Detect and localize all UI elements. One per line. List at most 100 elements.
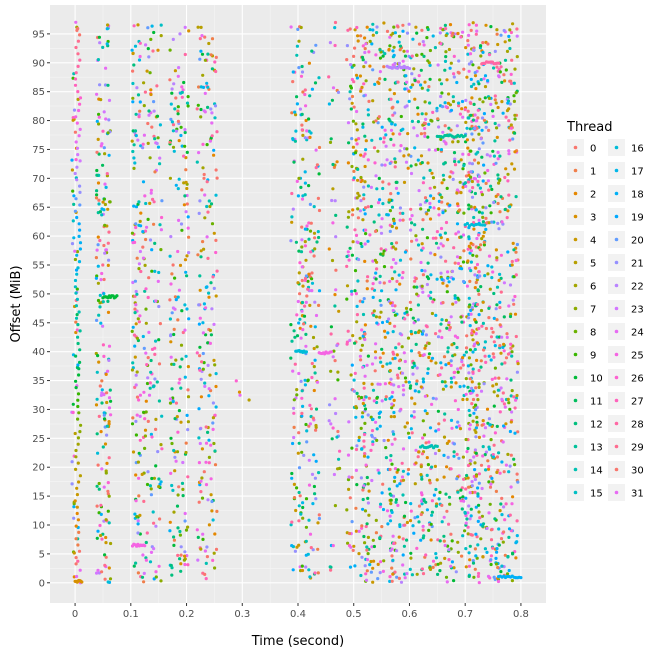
data-point bbox=[179, 569, 183, 573]
data-point bbox=[106, 369, 110, 373]
data-point bbox=[143, 229, 148, 233]
legend-swatch bbox=[614, 214, 619, 219]
data-point bbox=[430, 465, 434, 469]
data-point bbox=[469, 514, 473, 518]
data-point bbox=[464, 184, 468, 188]
data-point bbox=[199, 395, 203, 399]
data-point bbox=[437, 207, 441, 211]
data-point bbox=[214, 384, 218, 389]
data-point bbox=[501, 391, 505, 395]
data-point bbox=[79, 423, 83, 427]
data-point bbox=[467, 152, 471, 157]
data-point bbox=[425, 508, 429, 512]
data-point bbox=[98, 305, 102, 309]
data-point bbox=[438, 329, 442, 333]
data-point bbox=[455, 452, 459, 456]
data-point bbox=[386, 522, 390, 526]
data-point bbox=[312, 231, 317, 235]
data-point bbox=[96, 264, 100, 268]
data-point bbox=[95, 504, 99, 508]
data-point bbox=[490, 265, 494, 269]
data-point bbox=[413, 516, 417, 520]
data-point bbox=[423, 269, 427, 273]
data-point bbox=[157, 304, 161, 309]
data-point bbox=[449, 170, 453, 174]
data-point bbox=[507, 535, 511, 540]
data-point bbox=[489, 558, 493, 562]
data-point bbox=[471, 338, 475, 342]
data-point bbox=[304, 258, 308, 262]
data-point bbox=[424, 333, 428, 337]
data-point bbox=[428, 205, 432, 209]
data-point bbox=[493, 517, 497, 521]
data-point bbox=[420, 502, 424, 506]
data-point bbox=[348, 246, 352, 250]
data-point bbox=[138, 219, 142, 223]
data-point bbox=[382, 136, 386, 140]
data-point bbox=[72, 551, 76, 555]
data-point bbox=[107, 358, 111, 362]
data-point bbox=[497, 278, 501, 282]
data-point bbox=[477, 292, 481, 296]
data-point bbox=[300, 396, 304, 400]
data-point bbox=[210, 307, 214, 311]
data-point bbox=[214, 372, 218, 376]
data-point bbox=[454, 300, 458, 304]
data-point bbox=[199, 249, 203, 253]
data-point bbox=[509, 378, 513, 382]
data-point bbox=[352, 54, 356, 59]
data-point bbox=[210, 509, 214, 513]
data-point bbox=[488, 287, 492, 291]
data-point bbox=[391, 132, 395, 136]
data-point bbox=[314, 166, 318, 170]
data-point bbox=[377, 411, 381, 415]
data-point bbox=[508, 28, 512, 32]
data-point bbox=[391, 113, 395, 117]
data-point bbox=[307, 458, 311, 462]
legend-title: Thread bbox=[566, 120, 612, 135]
data-point bbox=[393, 31, 397, 35]
data-point bbox=[464, 437, 468, 442]
data-point bbox=[375, 427, 379, 431]
data-point bbox=[363, 421, 367, 425]
data-point bbox=[138, 314, 142, 318]
data-point bbox=[439, 82, 444, 86]
data-point bbox=[476, 519, 480, 524]
data-point bbox=[471, 21, 475, 25]
data-point bbox=[474, 320, 478, 324]
data-point bbox=[177, 485, 181, 489]
data-point bbox=[299, 379, 303, 383]
data-point bbox=[467, 574, 471, 579]
data-point bbox=[420, 332, 425, 336]
data-point bbox=[409, 207, 413, 211]
data-point bbox=[374, 271, 378, 275]
data-point bbox=[304, 344, 308, 348]
data-point bbox=[401, 218, 405, 222]
data-point bbox=[477, 66, 481, 70]
x-tick-label: 0.8 bbox=[513, 609, 529, 620]
data-point bbox=[77, 108, 81, 113]
data-point bbox=[374, 174, 378, 178]
data-point bbox=[107, 344, 112, 348]
data-point bbox=[205, 555, 209, 559]
data-point bbox=[298, 292, 302, 296]
data-point bbox=[136, 460, 140, 464]
y-tick-label: 30 bbox=[32, 405, 45, 416]
data-point bbox=[407, 89, 411, 93]
data-point bbox=[180, 85, 184, 89]
data-point bbox=[390, 303, 395, 308]
data-point bbox=[354, 73, 359, 77]
data-point bbox=[78, 190, 82, 194]
data-point bbox=[458, 180, 462, 184]
legend-label: 8 bbox=[590, 328, 596, 339]
data-point bbox=[415, 238, 419, 242]
data-point bbox=[441, 130, 445, 134]
data-point bbox=[499, 253, 503, 257]
data-point bbox=[427, 440, 431, 444]
data-point bbox=[401, 447, 406, 451]
data-point bbox=[306, 552, 310, 556]
data-point bbox=[360, 526, 364, 530]
data-point bbox=[203, 91, 207, 95]
data-point bbox=[484, 326, 488, 331]
data-point bbox=[183, 554, 187, 558]
